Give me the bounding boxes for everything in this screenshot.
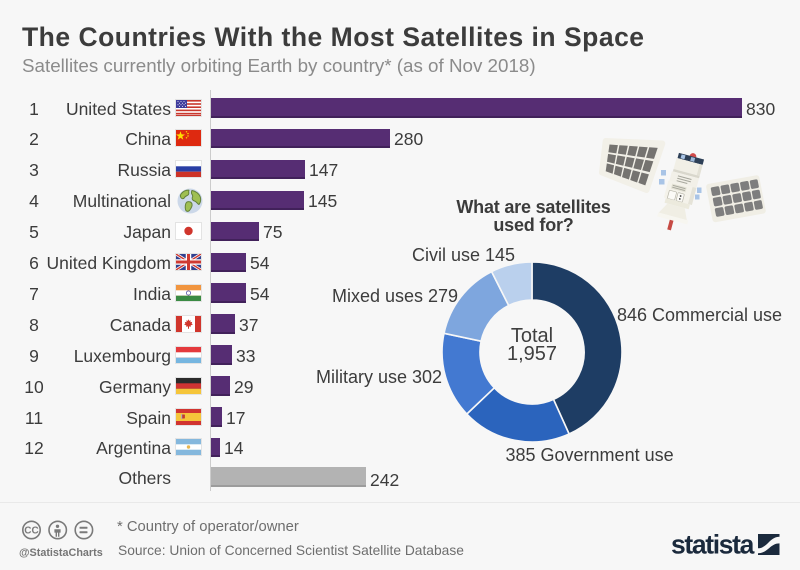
svg-text:CC: CC [24,526,38,537]
svg-text:statista: statista [671,530,755,560]
